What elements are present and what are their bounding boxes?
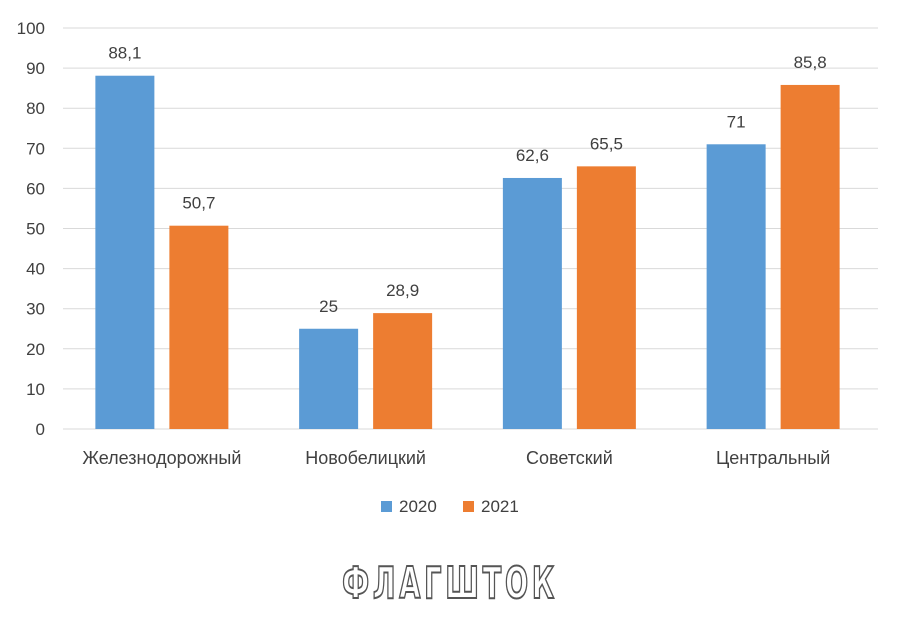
x-axis-category-labels: Железнодорожный Новобелицкий Советский Цент…	[82, 448, 830, 468]
y-tick-label: 70	[26, 139, 45, 158]
y-tick-label: 60	[26, 179, 45, 198]
y-tick-label: 10	[26, 380, 45, 399]
y-tick-label: 30	[26, 300, 45, 319]
y-axis-tick-labels: 0 10 20 30 40 50 60 70 80 90 100	[17, 19, 45, 439]
data-label: 71	[727, 112, 746, 131]
y-tick-label: 20	[26, 340, 45, 359]
data-label: 25	[319, 297, 338, 316]
bar-2021-3	[576, 166, 636, 429]
data-label: 62,6	[516, 146, 549, 165]
data-label: 88,1	[108, 44, 141, 63]
bar-2020-4	[706, 144, 766, 430]
y-tick-label: 100	[17, 19, 45, 38]
bar-2021-4	[780, 84, 840, 429]
bars	[95, 75, 840, 430]
data-labels: 88,1 50,7 25 28,9 62,6 65,5 71 85,8	[108, 44, 826, 316]
data-label: 50,7	[182, 194, 215, 213]
data-label: 85,8	[794, 53, 827, 72]
data-label: 28,9	[386, 281, 419, 300]
category-label: Железнодорожный	[82, 448, 241, 468]
bar-2020-2	[299, 328, 359, 429]
legend-swatch-2021	[463, 501, 474, 512]
legend-label: 2021	[481, 497, 519, 516]
bar-2020-1	[95, 75, 155, 430]
y-tick-label: 50	[26, 220, 45, 239]
category-label: Советский	[526, 448, 613, 468]
y-tick-label: 40	[26, 260, 45, 279]
legend-label: 2020	[399, 497, 437, 516]
y-tick-label: 80	[26, 99, 45, 118]
category-label: Новобелицкий	[305, 448, 426, 468]
legend: 2020 2021	[381, 497, 519, 516]
bar-2021-1	[169, 225, 229, 429]
bar-2021-2	[373, 313, 433, 429]
data-label: 65,5	[590, 134, 623, 153]
legend-swatch-2020	[381, 501, 392, 512]
watermark-logo: ФЛАГШТОК	[341, 557, 558, 610]
category-label: Центральный	[716, 448, 830, 468]
bar-2020-3	[502, 177, 562, 429]
y-tick-label: 90	[26, 59, 45, 78]
y-tick-label: 0	[36, 420, 45, 439]
